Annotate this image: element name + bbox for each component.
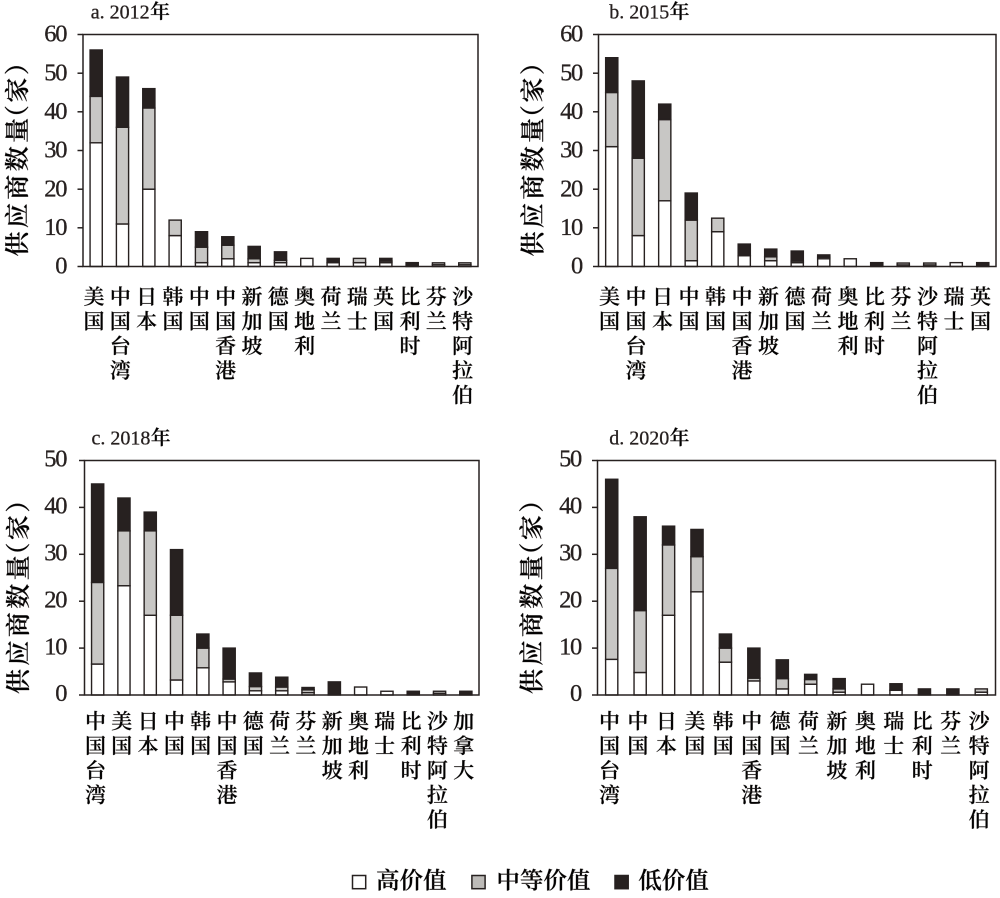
svg-text:0: 0 (55, 680, 67, 707)
svg-text:20: 20 (559, 586, 582, 613)
svg-text:60: 60 (44, 21, 67, 48)
svg-text:d. 2020: d. 2020 (609, 428, 669, 450)
svg-text:50: 50 (44, 446, 67, 473)
svg-text:50: 50 (560, 59, 583, 86)
svg-text:0: 0 (570, 680, 582, 707)
svg-text:20: 20 (44, 175, 67, 202)
svg-text:30: 30 (559, 540, 582, 567)
svg-text:10: 10 (44, 214, 67, 241)
svg-text:10: 10 (560, 214, 583, 241)
svg-text:30: 30 (560, 137, 583, 164)
svg-text:30: 30 (44, 540, 67, 567)
svg-text:a. 2012: a. 2012 (91, 1, 150, 23)
svg-text:c. 2018: c. 2018 (92, 428, 151, 450)
svg-text:0: 0 (571, 253, 583, 280)
svg-text:50: 50 (44, 59, 67, 86)
svg-text:b. 2015: b. 2015 (609, 1, 669, 23)
svg-text:60: 60 (560, 21, 583, 48)
svg-text:10: 10 (44, 633, 67, 660)
svg-text:40: 40 (44, 493, 67, 520)
svg-text:20: 20 (44, 586, 67, 613)
svg-text:10: 10 (559, 633, 582, 660)
svg-text:0: 0 (55, 253, 67, 280)
svg-text:30: 30 (44, 137, 67, 164)
svg-text:40: 40 (44, 98, 67, 125)
svg-text:40: 40 (560, 98, 583, 125)
svg-text:50: 50 (559, 446, 582, 473)
svg-text:20: 20 (560, 175, 583, 202)
svg-text:40: 40 (559, 493, 582, 520)
